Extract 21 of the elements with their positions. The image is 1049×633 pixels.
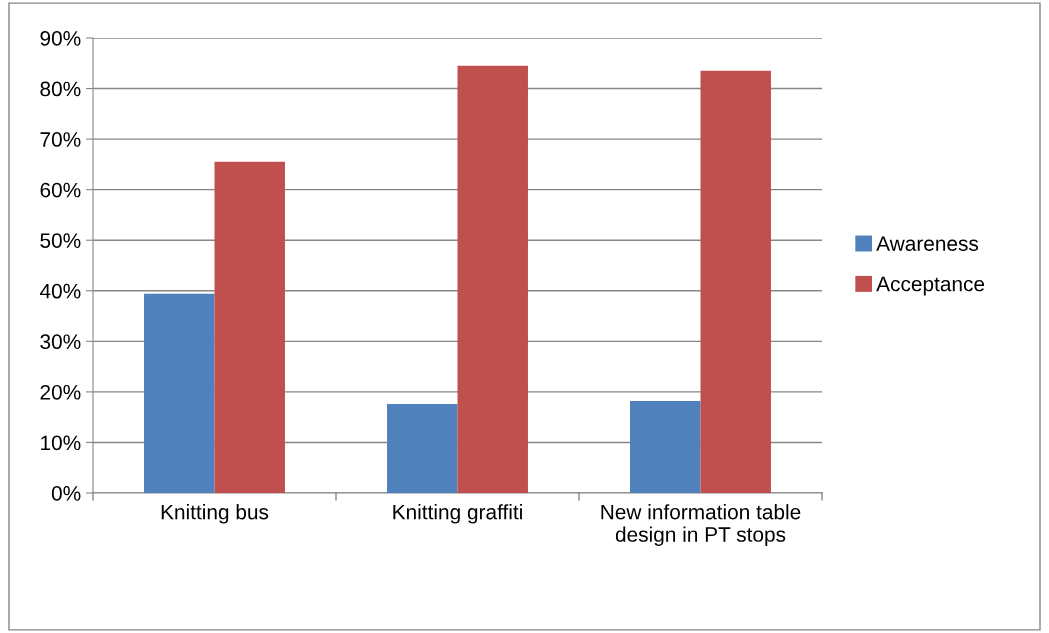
- x-tick-label: Knitting graffiti: [393, 504, 522, 524]
- bar: [700, 70, 771, 493]
- y-tick-label: 20%: [40, 384, 81, 400]
- bar: [387, 404, 458, 493]
- bar: [144, 293, 215, 493]
- y-tick-label: 30%: [40, 334, 81, 350]
- bar: [457, 65, 528, 493]
- bar: [630, 400, 701, 493]
- x-tick-label: New information table design in PT stops: [601, 504, 801, 546]
- y-tick-label: 90%: [40, 31, 81, 46]
- legend-label: Acceptance: [876, 276, 985, 296]
- y-tick-label: 0%: [51, 486, 81, 501]
- y-tick-label: 60%: [40, 182, 81, 198]
- y-tick-label: 50%: [40, 233, 81, 248]
- bar: [214, 161, 285, 493]
- legend-label: Awareness: [876, 236, 979, 251]
- y-tick-label: 40%: [39, 283, 81, 299]
- y-tick-label: 70%: [40, 132, 81, 147]
- y-tick-label: 80%: [40, 81, 81, 97]
- x-tick-label: Knitting bus: [161, 504, 269, 524]
- y-tick-label: 10%: [41, 435, 81, 451]
